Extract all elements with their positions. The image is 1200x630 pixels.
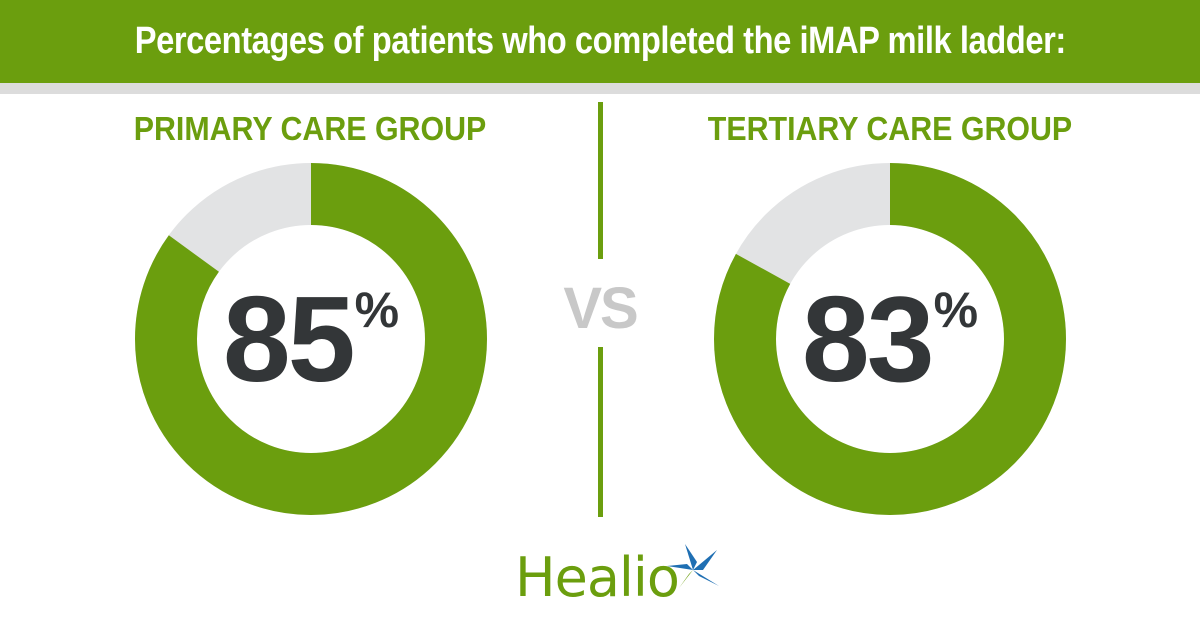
tertiary-care-value: 83% [801,271,979,407]
vs-label: VS [563,276,638,341]
header-divider [0,83,1200,94]
divider-top [598,102,603,259]
tertiary-care-donut: 83% [714,163,1066,515]
healio-logo: Healio [515,540,725,610]
donut-ring [135,163,487,515]
primary-care-value: 85% [222,271,400,407]
primary-care-title: PRIMARY CARE GROUP [133,110,487,147]
divider-bottom [598,347,603,517]
donut-ring [714,163,1066,515]
chart-title: Percentages of patients who completed th… [134,20,1066,62]
header-banner: Percentages of patients who completed th… [0,0,1200,83]
primary-care-donut: 85% [135,163,487,515]
tertiary-care-title: TERTIARY CARE GROUP [707,110,1073,147]
star-icon [667,544,719,588]
logo-wordmark: Healio [515,546,680,609]
